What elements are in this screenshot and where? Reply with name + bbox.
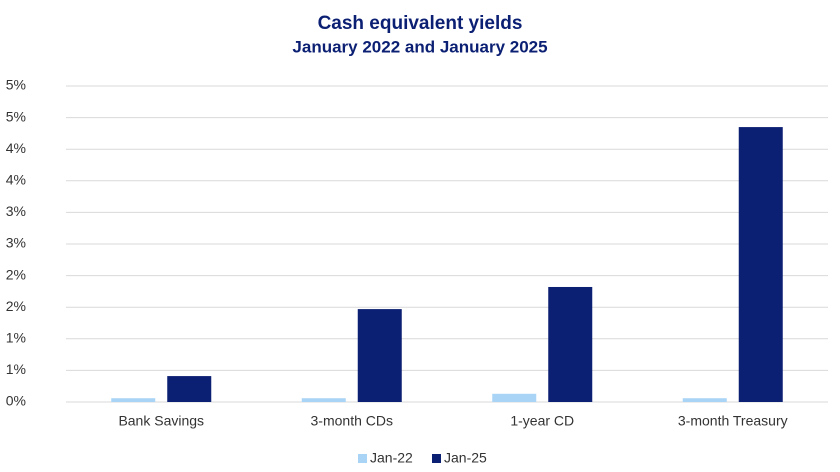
- legend-swatch: [358, 454, 367, 463]
- bar: [357, 309, 402, 402]
- bar: [111, 398, 156, 402]
- y-tick-label: 3%: [6, 235, 26, 251]
- y-tick-label: 4%: [6, 172, 26, 188]
- chart-subtitle: January 2022 and January 2025: [292, 37, 547, 56]
- legend-swatch: [432, 454, 441, 463]
- y-tick-label: 1%: [6, 361, 26, 377]
- x-tick-label: 3-month Treasury: [678, 413, 788, 429]
- y-tick-label: 1%: [6, 330, 26, 346]
- bar: [738, 127, 783, 402]
- y-tick-label: 5%: [6, 77, 26, 93]
- bar: [682, 398, 727, 402]
- bar: [167, 376, 212, 402]
- bar: [548, 286, 593, 402]
- y-tick-label: 4%: [6, 140, 26, 156]
- x-tick-label: 3-month CDs: [311, 413, 393, 429]
- chart-title: Cash equivalent yields: [318, 13, 523, 34]
- bar: [301, 398, 346, 402]
- legend-label: Jan-22: [370, 450, 413, 466]
- y-tick-label: 3%: [6, 203, 26, 219]
- bar: [492, 393, 537, 402]
- x-tick-label: Bank Savings: [118, 413, 204, 429]
- y-tick-label: 5%: [6, 108, 26, 124]
- y-tick-label: 2%: [6, 298, 26, 314]
- x-tick-label: 1-year CD: [510, 413, 574, 429]
- y-tick-label: 2%: [6, 266, 26, 282]
- y-tick-label: 0%: [6, 393, 26, 409]
- legend-label: Jan-25: [444, 450, 487, 466]
